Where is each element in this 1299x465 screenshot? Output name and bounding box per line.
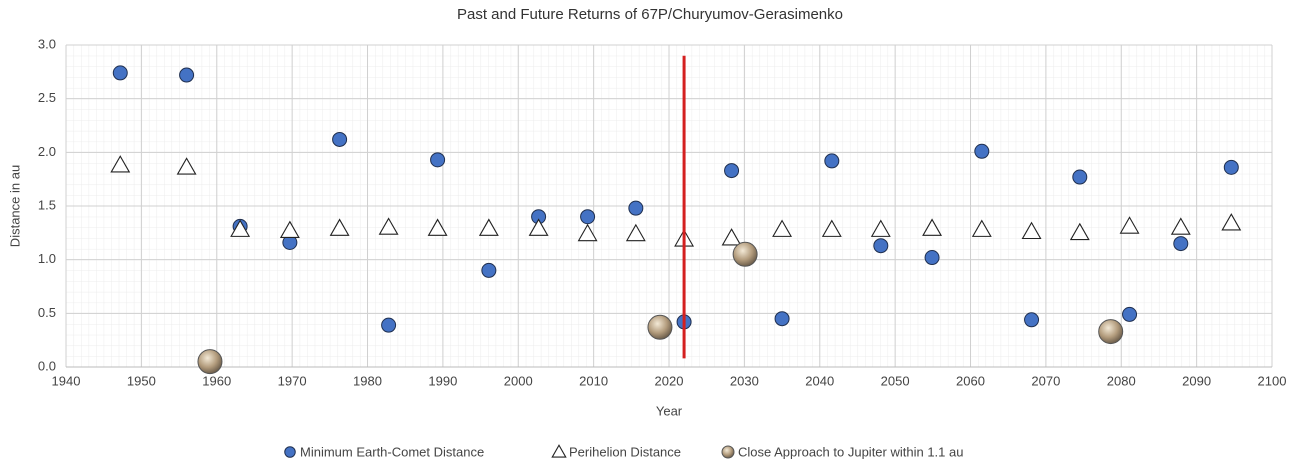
x-tick-label: 1940 <box>52 373 81 388</box>
y-axis-label: Distance in au <box>7 165 22 247</box>
point <box>874 239 888 253</box>
point <box>775 312 789 326</box>
legend-marker <box>552 445 566 457</box>
point <box>1099 320 1123 344</box>
x-tick-label: 2040 <box>805 373 834 388</box>
point <box>482 263 496 277</box>
point <box>198 350 222 374</box>
y-tick-label: 0.0 <box>38 358 56 373</box>
legend-label: Perihelion Distance <box>569 444 681 459</box>
x-tick-label: 2090 <box>1182 373 1211 388</box>
point <box>825 154 839 168</box>
legend-marker <box>722 446 734 458</box>
x-tick-label: 2050 <box>881 373 910 388</box>
x-tick-label: 1990 <box>428 373 457 388</box>
y-tick-label: 1.0 <box>38 251 56 266</box>
x-tick-label: 2020 <box>655 373 684 388</box>
point <box>975 144 989 158</box>
point <box>648 315 672 339</box>
y-tick-label: 3.0 <box>38 36 56 51</box>
x-tick-label: 2100 <box>1258 373 1287 388</box>
point <box>382 318 396 332</box>
point <box>725 164 739 178</box>
x-tick-label: 1960 <box>202 373 231 388</box>
point <box>1073 170 1087 184</box>
point <box>1123 307 1137 321</box>
x-tick-label: 2000 <box>504 373 533 388</box>
legend-label: Close Approach to Jupiter within 1.1 au <box>738 444 963 459</box>
chart: Past and Future Returns of 67P/Churyumov… <box>0 0 1299 465</box>
y-tick-label: 2.5 <box>38 90 56 105</box>
chart-title: Past and Future Returns of 67P/Churyumov… <box>457 6 843 23</box>
x-tick-label: 2060 <box>956 373 985 388</box>
point <box>113 66 127 80</box>
point <box>733 242 757 266</box>
legend: Minimum Earth-Comet Distance Perihelion D… <box>285 444 964 459</box>
point <box>180 68 194 82</box>
x-axis-label: Year <box>656 403 683 418</box>
legend-label: Minimum Earth-Comet Distance <box>300 444 484 459</box>
x-tick-label: 2010 <box>579 373 608 388</box>
point <box>1174 237 1188 251</box>
legend-marker <box>285 447 296 458</box>
x-tick-label: 2070 <box>1031 373 1060 388</box>
point <box>333 132 347 146</box>
x-tick-label: 1950 <box>127 373 156 388</box>
x-tick-label: 2030 <box>730 373 759 388</box>
x-tick-label: 1980 <box>353 373 382 388</box>
point <box>629 201 643 215</box>
point <box>581 210 595 224</box>
point <box>1224 160 1238 174</box>
point <box>925 251 939 265</box>
y-tick-label: 1.5 <box>38 197 56 212</box>
y-tick-label: 2.0 <box>38 144 56 159</box>
x-tick-label: 2080 <box>1107 373 1136 388</box>
y-tick-label: 0.5 <box>38 305 56 320</box>
point <box>431 153 445 167</box>
point <box>1025 313 1039 327</box>
x-tick-label: 1970 <box>278 373 307 388</box>
